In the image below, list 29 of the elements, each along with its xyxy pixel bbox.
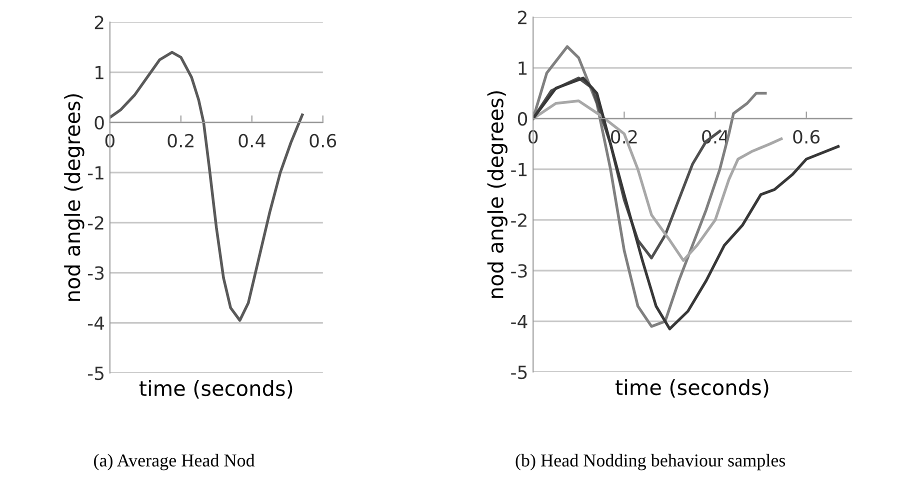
x-tick-label: 0.2 <box>168 134 194 148</box>
text: (a) Average Head Nod <box>94 454 255 470</box>
y-axis-title: nod angle (degrees) <box>64 94 84 301</box>
x-axis-title: time (seconds) <box>616 379 768 398</box>
y-tick-label: -5 <box>88 366 104 380</box>
x-tick-label: 0.4 <box>238 134 266 148</box>
y-tick-label: -3 <box>511 264 527 278</box>
y-axis-title: nod angle (degrees) <box>487 91 508 298</box>
y-tick-label: -1 <box>511 162 527 176</box>
y-tick-label: -3 <box>88 266 104 280</box>
y-tick-label: 2 <box>94 16 104 30</box>
x-tick-label: 0 <box>105 134 114 148</box>
x-axis-title: time (seconds) <box>139 380 292 399</box>
y-tick-label: 2 <box>518 10 526 24</box>
y-tick-label: -4 <box>88 316 104 330</box>
y-tick-label: -2 <box>88 216 104 230</box>
x-tick-label: 0 <box>528 130 538 144</box>
y-tick-label: 0 <box>518 112 528 126</box>
y-tick-label: -4 <box>511 315 528 328</box>
y-tick-label: 1 <box>96 66 104 80</box>
y-tick-label: -5 <box>511 366 527 380</box>
y-tick-label: 0 <box>94 116 104 130</box>
x-tick-label: 0.6 <box>310 134 336 148</box>
y-tick-label: -1 <box>88 166 104 180</box>
text: (b) Head Nodding behaviour samples <box>516 454 786 470</box>
x-tick-label: 0.6 <box>793 130 820 144</box>
x-tick-label: 0.2 <box>611 130 637 144</box>
y-tick-label: -2 <box>511 213 526 227</box>
y-tick-label: 1 <box>518 62 527 75</box>
